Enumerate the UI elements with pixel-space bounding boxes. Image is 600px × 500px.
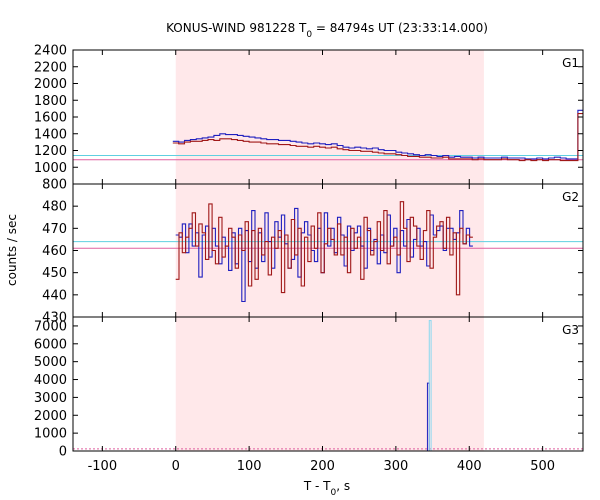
y-tick-label: 450 <box>42 266 67 281</box>
y-tick-label: 430 <box>42 311 67 326</box>
y-tick-label: 3000 <box>34 391 67 406</box>
y-tick-label: 5000 <box>34 355 67 370</box>
y-tick-label: 1600 <box>34 111 67 126</box>
y-tick-label: 2400 <box>34 44 67 59</box>
x-tick-label: 200 <box>310 459 335 474</box>
y-tick-label: 7000 <box>34 319 67 334</box>
x-tick-label: 400 <box>457 459 482 474</box>
y-tick-label: 1200 <box>34 144 67 159</box>
panel-label: G3 <box>562 323 579 337</box>
y-tick-label: 1000 <box>34 427 67 442</box>
y-tick-label: 470 <box>42 222 67 237</box>
series-line-red <box>175 201 473 296</box>
panel-label: G2 <box>562 190 579 204</box>
x-axis-label: T - T0, s <box>303 479 350 498</box>
x-axis: -100 0 100 200 300 400 500 <box>88 459 555 474</box>
series-line-blue <box>172 109 583 160</box>
y-tick-label: 2200 <box>34 60 67 75</box>
panel-frame <box>72 316 584 452</box>
y-tick-label: 800 <box>42 178 67 193</box>
y-tick-label: 1000 <box>34 161 67 176</box>
y-tick-label: 0 <box>59 445 67 460</box>
x-tick-label: -100 <box>88 459 118 474</box>
series-line-red <box>172 113 583 162</box>
x-tick-label: 0 <box>172 459 180 474</box>
highlight-interval <box>175 50 484 184</box>
highlight-interval <box>175 184 484 317</box>
panel-g3: 0 1000 2000 3000 4000 5000 6000 7000 G3 <box>34 316 584 460</box>
y-tick-label: 6000 <box>34 337 67 352</box>
y-tick-label: 2000 <box>34 409 67 424</box>
x-tick-label: 300 <box>383 459 408 474</box>
y-tick-label: 1400 <box>34 127 67 142</box>
y-tick-label: 1800 <box>34 94 67 109</box>
x-tick-label: 100 <box>237 459 262 474</box>
highlight-interval <box>175 317 484 451</box>
y-tick-label: 460 <box>42 244 67 259</box>
chart-title: KONUS-WIND 981228 T0 = 84794s UT (23:33:… <box>166 21 488 40</box>
x-tick-label: 500 <box>530 459 555 474</box>
y-tick-label: 480 <box>42 200 67 215</box>
y-tick-label: 440 <box>42 288 67 303</box>
y-tick-label: 4000 <box>34 373 67 388</box>
panel-g2: 430 440 450 460 470 480 G2 <box>42 183 584 326</box>
panel-label: G1 <box>562 56 579 70</box>
y-tick-label: 2000 <box>34 77 67 92</box>
spike-bar <box>428 320 432 451</box>
y-axis-label: counts / sec <box>5 214 19 286</box>
